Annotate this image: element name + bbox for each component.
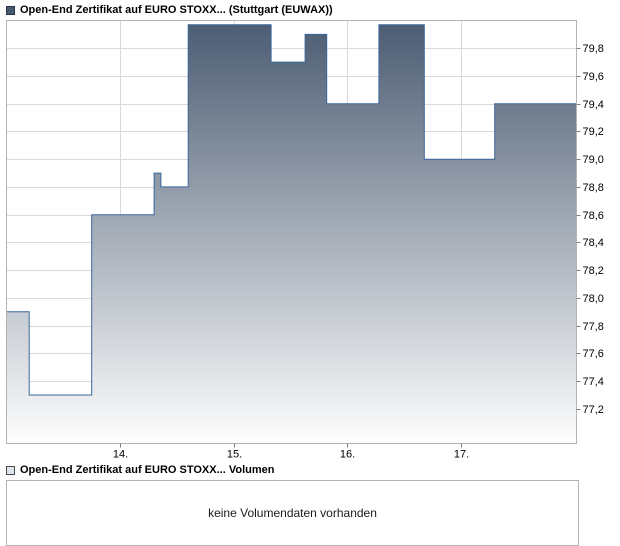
svg-text:79,0: 79,0 [583,154,604,166]
axis-ticks [120,48,581,448]
svg-text:77,2: 77,2 [583,404,604,416]
y-axis-labels: 77,2 77,4 77,6 77,8 78,0 78,2 78,4 78,6 78,8 79,0… [583,43,604,416]
svg-text:79,4: 79,4 [583,99,604,111]
x-axis-labels: 14. 15. 16. 17. [113,449,469,461]
price-legend: Open-End Zertifikat auf EURO STOXX... (S… [0,0,620,18]
svg-text:16.: 16. [340,449,355,461]
price-chart-svg: 77,2 77,4 77,6 77,8 78,0 78,2 78,4 78,6 78,8 79,0… [6,20,604,461]
svg-text:79,6: 79,6 [583,71,604,83]
price-area [6,24,577,444]
svg-text:14.: 14. [113,449,128,461]
svg-text:78,6: 78,6 [583,210,604,222]
price-line [6,24,577,396]
price-chart: 77,2 77,4 77,6 77,8 78,0 78,2 78,4 78,6 78,8 79,0… [0,18,620,460]
volume-legend-label: Open-End Zertifikat auf EURO STOXX... Vo… [20,463,275,476]
svg-text:77,8: 77,8 [583,321,604,333]
plot-border [6,20,577,444]
svg-text:78,8: 78,8 [583,182,604,194]
svg-text:78,4: 78,4 [583,237,604,249]
svg-text:79,8: 79,8 [583,43,604,55]
volume-legend: Open-End Zertifikat auf EURO STOXX... Vo… [0,460,620,478]
volume-empty-message: keine Volumendaten vorhanden [208,506,377,520]
volume-panel: keine Volumendaten vorhanden [6,480,579,546]
volume-series-swatch-icon [6,465,15,475]
svg-text:17.: 17. [454,449,469,461]
svg-text:78,2: 78,2 [583,265,604,277]
svg-text:77,4: 77,4 [583,376,604,388]
price-legend-label: Open-End Zertifikat auf EURO STOXX... (S… [20,3,333,16]
svg-text:79,2: 79,2 [583,126,604,138]
svg-text:78,0: 78,0 [583,293,604,305]
svg-text:77,6: 77,6 [583,348,604,360]
svg-text:15.: 15. [227,449,242,461]
price-series-swatch-icon [6,5,15,15]
